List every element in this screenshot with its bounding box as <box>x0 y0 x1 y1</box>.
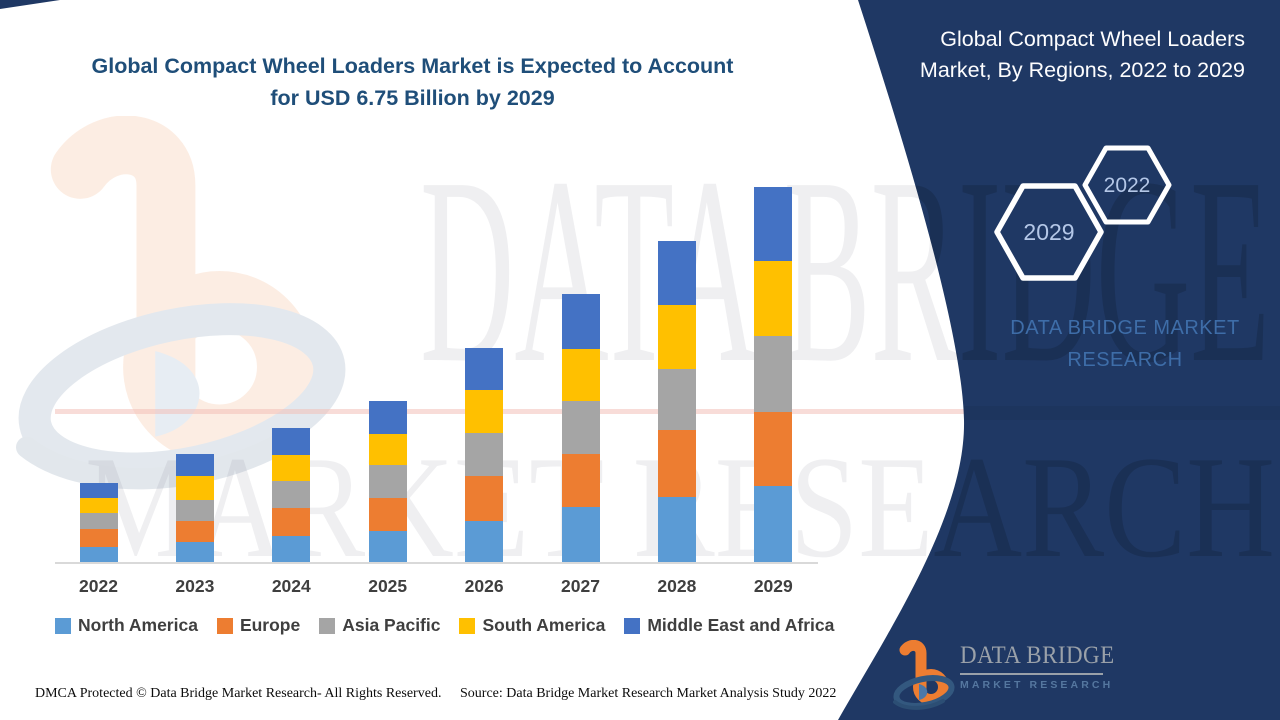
footer-copyright: DMCA Protected © Data Bridge Market Rese… <box>35 686 442 701</box>
stacked-bar-2025 <box>368 401 407 562</box>
legend-swatch-icon <box>216 617 233 634</box>
ghost-logo-watermark <box>16 116 346 490</box>
bar-segment-middle-east-and-africa <box>272 427 311 456</box>
bar-segment-asia-pacific <box>754 335 793 412</box>
year-hexagons: 2022 2029 <box>994 145 1172 281</box>
stacked-bar-2027 <box>561 294 600 562</box>
legend-item-europe: Europe <box>216 615 301 636</box>
bar-segment-europe <box>368 498 407 531</box>
chart-title-line1: Global Compact Wheel Loaders Market is E… <box>91 54 734 78</box>
bar-segment-north-america <box>272 535 311 562</box>
bar-segment-north-america <box>79 546 118 562</box>
x-axis-label-2027: 2027 <box>561 576 600 596</box>
bar-segment-north-america <box>754 485 793 562</box>
bar-segment-north-america <box>657 496 696 562</box>
hexagon-2029-label: 2029 <box>1023 219 1074 245</box>
hexagon-2029 <box>994 183 1104 281</box>
bar-segment-south-america <box>272 455 311 482</box>
bar-segment-middle-east-and-africa <box>657 240 696 305</box>
stacked-bar-2023 <box>175 453 214 562</box>
bar-segment-north-america <box>175 541 214 562</box>
legend-swatch-icon <box>624 617 641 634</box>
hexagon-2022 <box>1082 145 1172 225</box>
bar-segment-asia-pacific <box>465 433 504 476</box>
logo-title: DATA BRIDGE <box>960 642 1115 669</box>
bar-segment-asia-pacific <box>657 368 696 430</box>
panel-brand-text: DATA BRIDGE MARKET RESEARCH <box>1010 317 1240 371</box>
footer-source: Source: Data Bridge Market Research Mark… <box>460 686 837 701</box>
bar-segment-asia-pacific <box>272 481 311 509</box>
chart-title-line2: for USD 6.75 Billion by 2029 <box>270 86 555 110</box>
bar-segment-south-america <box>754 260 793 336</box>
bar-segment-middle-east-and-africa <box>368 401 407 434</box>
corner-accent <box>0 0 60 9</box>
stacked-bar-2028 <box>657 240 696 562</box>
bar-segment-south-america <box>79 497 118 514</box>
x-axis-label-2023: 2023 <box>175 576 215 596</box>
bar-segment-north-america <box>368 530 407 562</box>
hexagon-2022-label: 2022 <box>1104 174 1151 197</box>
bar-segment-south-america <box>657 304 696 369</box>
bar-segment-middle-east-and-africa <box>79 483 118 498</box>
bar-segment-middle-east-and-africa <box>561 294 600 350</box>
logo-rule <box>960 673 1103 675</box>
bar-segment-south-america <box>368 433 407 465</box>
x-axis-label-2026: 2026 <box>464 576 504 596</box>
legend-item-asia-pacific: Asia Pacific <box>319 615 440 636</box>
legend-label: South America <box>482 615 606 635</box>
legend-label: Europe <box>239 615 301 635</box>
legend-swatch-icon <box>319 617 336 634</box>
bar-segment-europe <box>465 475 504 521</box>
bar-segment-middle-east-and-africa <box>754 187 793 261</box>
legend-swatch-icon <box>55 617 71 634</box>
logo-subtitle: MARKET RESEARCH <box>960 679 1114 691</box>
legend-swatch-icon <box>459 617 476 634</box>
legend-item-north-america: North America <box>55 615 198 636</box>
bar-segment-europe <box>272 508 311 536</box>
bar-segment-europe <box>175 520 214 542</box>
stacked-bar-2024 <box>272 427 311 562</box>
legend-label: North America <box>78 615 198 635</box>
chart-legend: North America Europe Asia Pacific South Ame… <box>55 615 834 636</box>
x-axis-line <box>55 562 818 564</box>
x-axis-label-2024: 2024 <box>271 576 311 596</box>
bar-segment-asia-pacific <box>368 464 407 499</box>
chart-title: Global Compact Wheel Loaders Market is E… <box>35 50 790 114</box>
company-logo-icon <box>893 640 955 710</box>
side-panel-shape <box>838 0 1280 720</box>
stacked-bar-2026 <box>465 347 504 562</box>
legend-label: Middle East and Africa <box>647 615 835 635</box>
bar-segment-asia-pacific <box>79 513 118 530</box>
bar-segment-south-america <box>561 349 600 402</box>
stacked-bar-2029 <box>754 187 793 562</box>
bar-segment-europe <box>657 429 696 497</box>
x-axis-label-2028: 2028 <box>657 576 697 596</box>
bar-segment-europe <box>561 454 600 507</box>
bar-segment-europe <box>79 529 118 547</box>
x-axis-label-2022: 2022 <box>79 576 118 596</box>
legend-label: Asia Pacific <box>342 615 441 635</box>
bar-segment-middle-east-and-africa <box>175 453 214 476</box>
bar-segment-asia-pacific <box>561 401 600 455</box>
stacked-bar-2022 <box>79 483 118 562</box>
panel-heading: Global Compact Wheel Loaders Market, By … <box>919 27 1245 82</box>
company-logo: DATA BRIDGE MARKET RESEARCH <box>893 638 1118 712</box>
bar-segment-europe <box>754 411 793 486</box>
bar-segment-asia-pacific <box>175 499 214 521</box>
bar-segment-south-america <box>465 390 504 434</box>
bar-segment-north-america <box>465 520 504 562</box>
bar-segment-middle-east-and-africa <box>465 347 504 391</box>
legend-item-south-america: South America <box>459 615 605 636</box>
x-axis-label-2029: 2029 <box>753 576 793 596</box>
legend-item-middle-east-and-africa: Middle East and Africa <box>624 615 834 636</box>
x-axis-label-2025: 2025 <box>368 576 408 596</box>
bar-segment-south-america <box>175 475 214 500</box>
bar-segment-north-america <box>561 506 600 562</box>
